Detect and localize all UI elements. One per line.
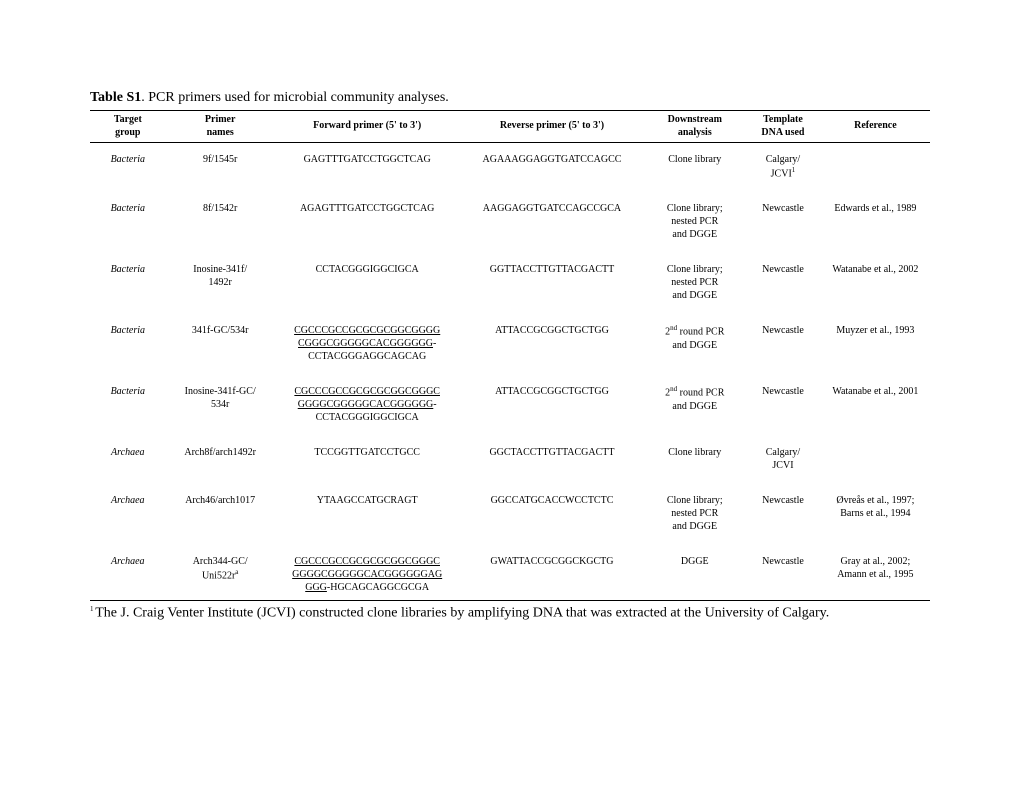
cell-reference: Watanabe et al., 2001 [821,375,930,436]
cell-target: Archaea [90,436,166,484]
cell-downstream: Clone library [644,436,745,484]
cell-target: Archaea [90,545,166,601]
cell-reference [821,436,930,484]
table-caption: Table S1. PCR primers used for microbial… [90,90,930,106]
cell-target: Archaea [90,484,166,545]
cell-reverse: AGAAAGGAGGTGATCCAGCC [460,143,645,193]
table-row: ArchaeaArch8f/arch1492rTCCGGTTGATCCTGCCG… [90,436,930,484]
th-downstream: Downstreamanalysis [644,111,745,143]
table-row: Bacteria9f/1545rGAGTTTGATCCTGGCTCAGAGAAA… [90,143,930,193]
cell-target: Bacteria [90,375,166,436]
cell-downstream: 2nd round PCRand DGGE [644,314,745,375]
cell-primer: Arch344-GC/Uni522ra [166,545,275,601]
cell-reverse: GGCTACCTTGTTACGACTT [460,436,645,484]
table-row: Bacteria341f-GC/534rCGCCCGCCGCGCGCGGCGGG… [90,314,930,375]
cell-template: Newcastle [745,314,821,375]
cell-primer: 8f/1542r [166,192,275,253]
cell-template: Newcastle [745,484,821,545]
cell-primer: Arch8f/arch1492r [166,436,275,484]
cell-reference: Øvreås et al., 1997;Barns et al., 1994 [821,484,930,545]
table-body: Bacteria9f/1545rGAGTTTGATCCTGGCTCAGAGAAA… [90,143,930,601]
cell-primer: 341f-GC/534r [166,314,275,375]
table-row: ArchaeaArch344-GC/Uni522raCGCCCGCCGCGCGC… [90,545,930,601]
caption-text: . PCR primers used for microbial communi… [141,90,449,105]
cell-forward: CGCCCGCCGCGCGCGGCGGGGCGGGCGGGGGCACGGGGGG… [275,314,460,375]
cell-template: Newcastle [745,545,821,601]
cell-reference: Edwards et al., 1989 [821,192,930,253]
th-target: Targetgroup [90,111,166,143]
cell-forward: AGAGTTTGATCCTGGCTCAG [275,192,460,253]
th-reference: Reference [821,111,930,143]
cell-reference: Gray at al., 2002;Amann et al., 1995 [821,545,930,601]
th-forward: Forward primer (5' to 3') [275,111,460,143]
cell-reverse: ATTACCGCGGCTGCTGG [460,375,645,436]
cell-downstream: 2nd round PCRand DGGE [644,375,745,436]
cell-primer: Arch46/arch1017 [166,484,275,545]
table-row: Bacteria8f/1542rAGAGTTTGATCCTGGCTCAGAAGG… [90,192,930,253]
cell-forward: GAGTTTGATCCTGGCTCAG [275,143,460,193]
caption-label: Table S1 [90,90,141,105]
cell-downstream: Clone library;nested PCRand DGGE [644,192,745,253]
cell-template: Calgary/JCVI1 [745,143,821,193]
cell-reverse: GWATTACCGCGGCKGCTG [460,545,645,601]
cell-reverse: AAGGAGGTGATCCAGCCGCA [460,192,645,253]
cell-template: Newcastle [745,253,821,314]
primers-table: Targetgroup Primernames Forward primer (… [90,110,930,601]
cell-target: Bacteria [90,143,166,193]
cell-target: Bacteria [90,253,166,314]
cell-reverse: GGCCATGCACCWCCTCTC [460,484,645,545]
th-reverse: Reverse primer (5' to 3') [460,111,645,143]
cell-primer: Inosine-341f-GC/534r [166,375,275,436]
header-row: Targetgroup Primernames Forward primer (… [90,111,930,143]
footnote-text: The J. Craig Venter Institute (JCVI) con… [95,606,829,621]
cell-reference: Muyzer et al., 1993 [821,314,930,375]
cell-reverse: GGTTACCTTGTTACGACTT [460,253,645,314]
cell-forward: CCTACGGGIGGCIGCA [275,253,460,314]
table-row: BacteriaInosine-341f/1492rCCTACGGGIGGCIG… [90,253,930,314]
table-row: ArchaeaArch46/arch1017YTAAGCCATGCRAGTGGC… [90,484,930,545]
table-row: BacteriaInosine-341f-GC/534rCGCCCGCCGCGC… [90,375,930,436]
cell-target: Bacteria [90,192,166,253]
cell-reference [821,143,930,193]
cell-downstream: Clone library;nested PCRand DGGE [644,253,745,314]
table-footnote: 1 The J. Craig Venter Institute (JCVI) c… [90,605,930,622]
cell-downstream: DGGE [644,545,745,601]
cell-downstream: Clone library [644,143,745,193]
th-template: TemplateDNA used [745,111,821,143]
cell-primer: 9f/1545r [166,143,275,193]
cell-template: Newcastle [745,375,821,436]
cell-target: Bacteria [90,314,166,375]
cell-template: Newcastle [745,192,821,253]
cell-forward: CGCCCGCCGCGCGCGGCGGGCGGGGCGGGGGCACGGGGGG… [275,545,460,601]
cell-forward: TCCGGTTGATCCTGCC [275,436,460,484]
cell-forward: YTAAGCCATGCRAGT [275,484,460,545]
cell-reference: Watanabe et al., 2002 [821,253,930,314]
th-primer: Primernames [166,111,275,143]
cell-reverse: ATTACCGCGGCTGCTGG [460,314,645,375]
cell-template: Calgary/JCVI [745,436,821,484]
cell-downstream: Clone library;nested PCRand DGGE [644,484,745,545]
cell-forward: CGCCCGCCGCGCGCGGCGGGCGGGGCGGGGGCACGGGGGG… [275,375,460,436]
cell-primer: Inosine-341f/1492r [166,253,275,314]
